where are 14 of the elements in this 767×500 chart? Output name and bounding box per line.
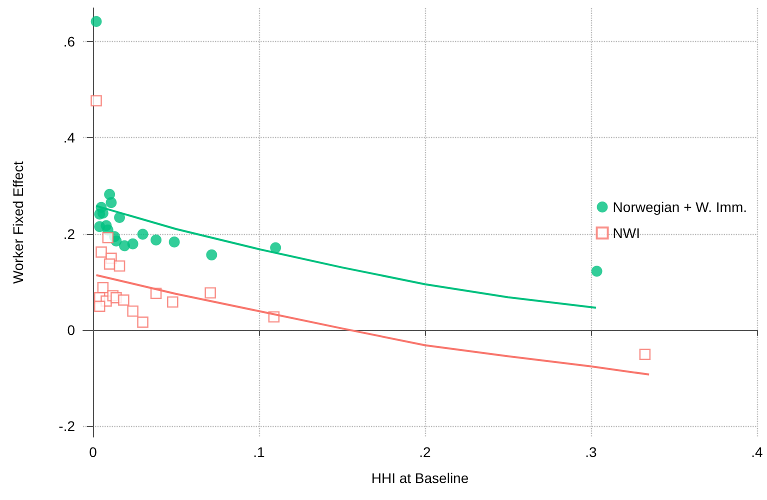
y-tick-label: .6 [63, 34, 76, 50]
y-tick-label: -.2 [58, 418, 76, 434]
x-tick-label: 0 [89, 444, 98, 460]
legend-label: Norwegian + W. Imm. [612, 199, 747, 215]
x-tick-label: .2 [419, 444, 432, 460]
y-tick-label: 0 [67, 322, 76, 338]
y-axis-title: Worker Fixed Effect [10, 161, 26, 284]
x-tick-label: .3 [585, 444, 598, 460]
y-tick-label: .2 [63, 226, 76, 242]
y-tick-label: .4 [63, 130, 76, 146]
x-tick-label: .1 [253, 444, 266, 460]
legend-label: NWI [612, 225, 640, 241]
x-axis-title: HHI at Baseline [371, 470, 469, 486]
x-tick-label: .4 [751, 444, 764, 460]
